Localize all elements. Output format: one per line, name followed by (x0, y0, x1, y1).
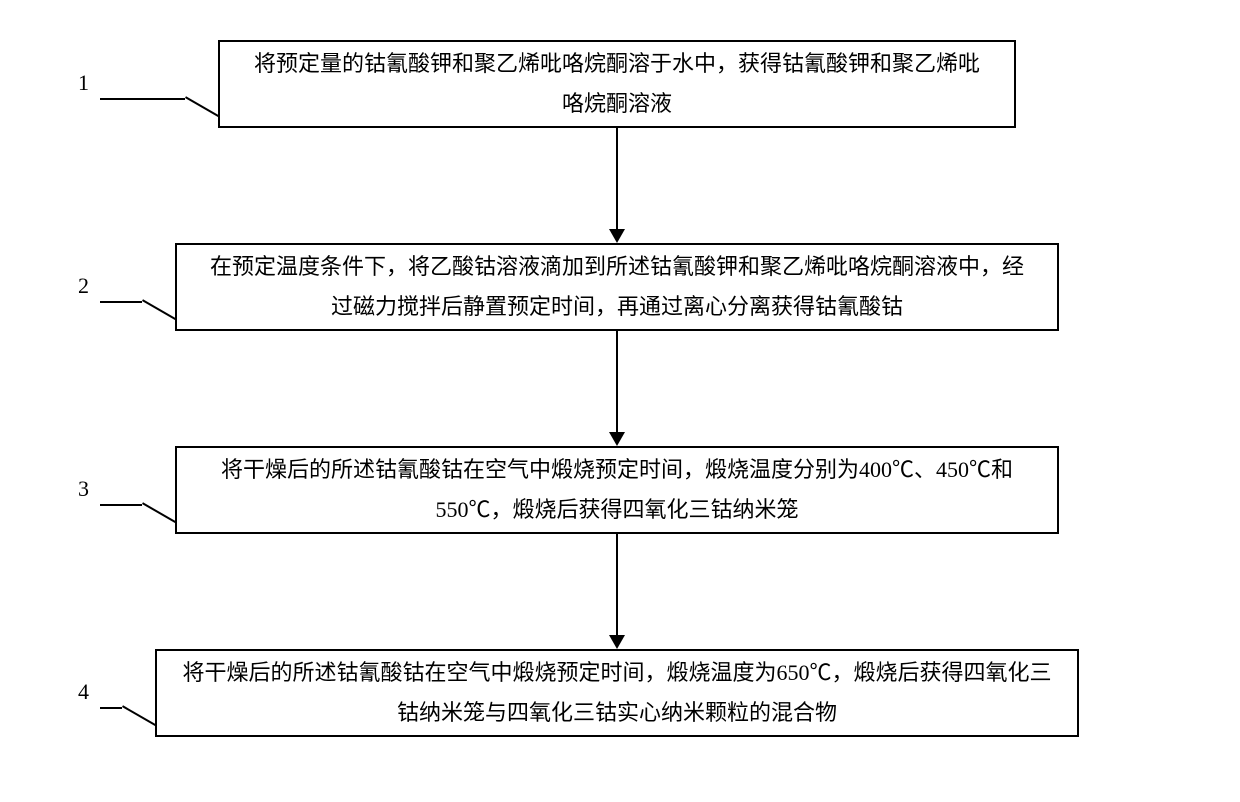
step-4-connector-h (100, 707, 122, 709)
step-2-connector-h (100, 301, 142, 303)
step-3-text: 将干燥后的所述钴氰酸钴在空气中煅烧预定时间，煅烧温度分别为400℃、450℃和5… (201, 450, 1033, 529)
step-1-box: 将预定量的钴氰酸钾和聚乙烯吡咯烷酮溶于水中，获得钴氰酸钾和聚乙烯吡咯烷酮溶液 (218, 40, 1016, 128)
arrow-3-head (609, 635, 625, 649)
step-3-number: 3 (78, 476, 89, 502)
step-1-connector-d (185, 96, 219, 117)
step-4-number: 4 (78, 679, 89, 705)
step-2-connector-d (142, 299, 176, 320)
step-4-text: 将干燥后的所述钴氰酸钴在空气中煅烧预定时间，煅烧温度为650℃，煅烧后获得四氧化… (181, 653, 1053, 732)
step-3-connector-h (100, 504, 142, 506)
step-3-connector-d (142, 502, 176, 523)
step-1-number: 1 (78, 70, 89, 96)
arrow-3-line (616, 534, 618, 635)
step-3-box: 将干燥后的所述钴氰酸钴在空气中煅烧预定时间，煅烧温度分别为400℃、450℃和5… (175, 446, 1059, 534)
flowchart-container: 1 将预定量的钴氰酸钾和聚乙烯吡咯烷酮溶于水中，获得钴氰酸钾和聚乙烯吡咯烷酮溶液… (0, 0, 1240, 802)
step-2-box: 在预定温度条件下，将乙酸钴溶液滴加到所述钴氰酸钾和聚乙烯吡咯烷酮溶液中，经过磁力… (175, 243, 1059, 331)
step-4-box: 将干燥后的所述钴氰酸钴在空气中煅烧预定时间，煅烧温度为650℃，煅烧后获得四氧化… (155, 649, 1079, 737)
arrow-2-line (616, 331, 618, 432)
step-2-number: 2 (78, 273, 89, 299)
step-1-connector-h (100, 98, 185, 100)
step-2-text: 在预定温度条件下，将乙酸钴溶液滴加到所述钴氰酸钾和聚乙烯吡咯烷酮溶液中，经过磁力… (201, 247, 1033, 326)
arrow-2-head (609, 432, 625, 446)
step-1-text: 将预定量的钴氰酸钾和聚乙烯吡咯烷酮溶于水中，获得钴氰酸钾和聚乙烯吡咯烷酮溶液 (244, 44, 990, 123)
step-4-connector-d (122, 705, 156, 726)
arrow-1-head (609, 229, 625, 243)
arrow-1-line (616, 128, 618, 229)
